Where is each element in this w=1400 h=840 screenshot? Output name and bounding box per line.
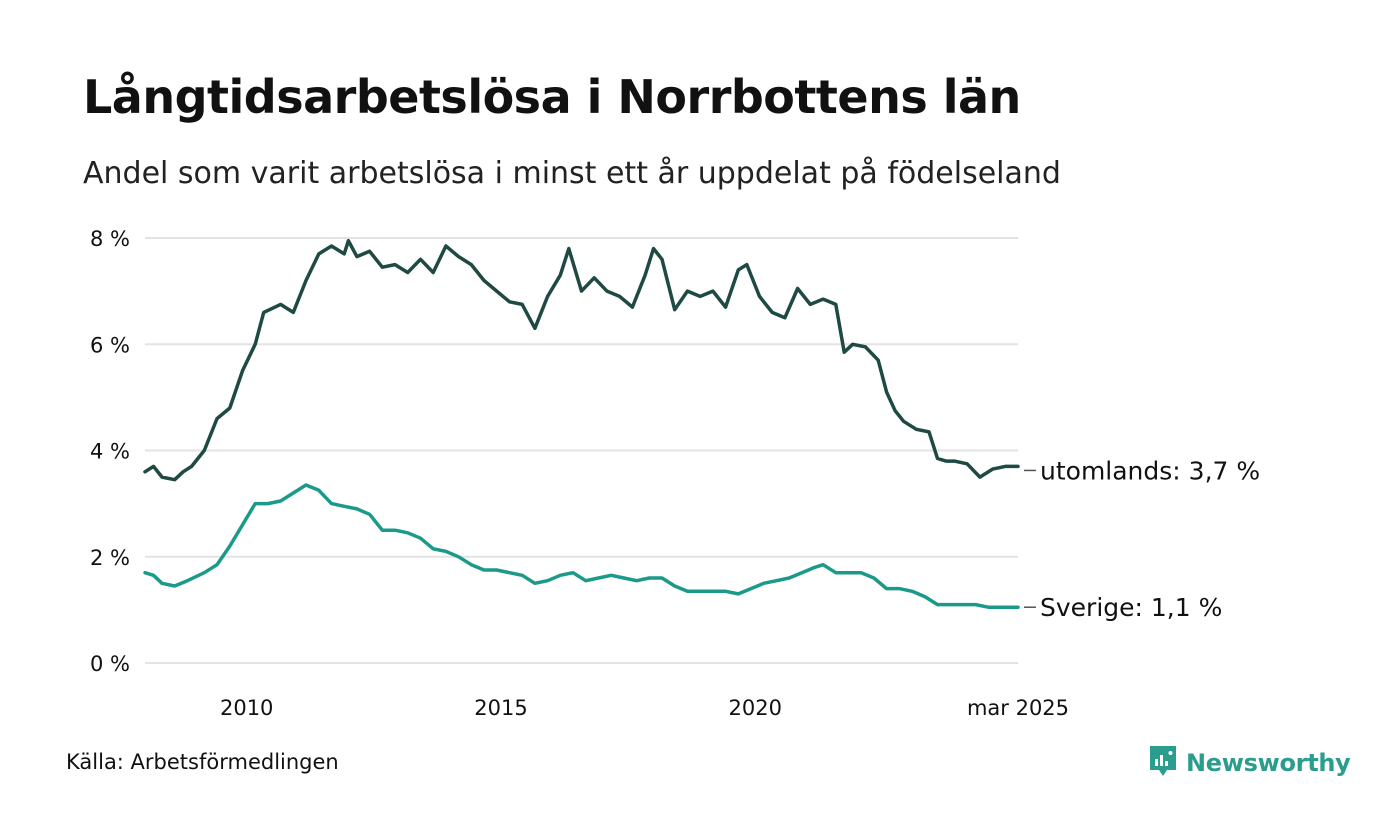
brand[interactable]: Newsworthy	[1148, 744, 1351, 782]
newsworthy-logo-icon	[1148, 744, 1178, 782]
y-axis-tick-labels: 0 % 2 % 4 % 6 % 8 %	[90, 227, 130, 676]
series-end-label: utomlands: 3,7 %	[1040, 456, 1260, 485]
chart-series	[143, 238, 1020, 609]
series-end-label: Sverige: 1,1 %	[1040, 593, 1222, 622]
y-tick-label: 0 %	[90, 652, 130, 676]
chart-subtitle: Andel som varit arbetslösa i minst ett å…	[83, 156, 1061, 191]
x-tick-label: 2010	[220, 696, 273, 720]
series-line-utomlands	[143, 238, 1020, 482]
series-line-sverige	[143, 483, 1020, 609]
x-tick-label: mar 2025	[967, 696, 1069, 720]
y-tick-label: 8 %	[90, 227, 130, 251]
brand-name: Newsworthy	[1186, 749, 1351, 777]
y-tick-label: 2 %	[90, 546, 130, 570]
y-tick-label: 4 %	[90, 440, 130, 464]
y-tick-label: 6 %	[90, 333, 130, 357]
chart-title: Långtidsarbetslösa i Norrbottens län	[83, 70, 1021, 124]
x-axis-tick-labels: 2010 2015 2020 mar 2025	[220, 696, 1069, 720]
x-tick-label: 2020	[729, 696, 782, 720]
source-note: Källa: Arbetsförmedlingen	[66, 750, 339, 774]
x-tick-label: 2015	[474, 696, 527, 720]
chart-gridlines	[145, 237, 1018, 664]
series-end-labels: utomlands: 3,7 % Sverige: 1,1 %	[1024, 456, 1260, 622]
